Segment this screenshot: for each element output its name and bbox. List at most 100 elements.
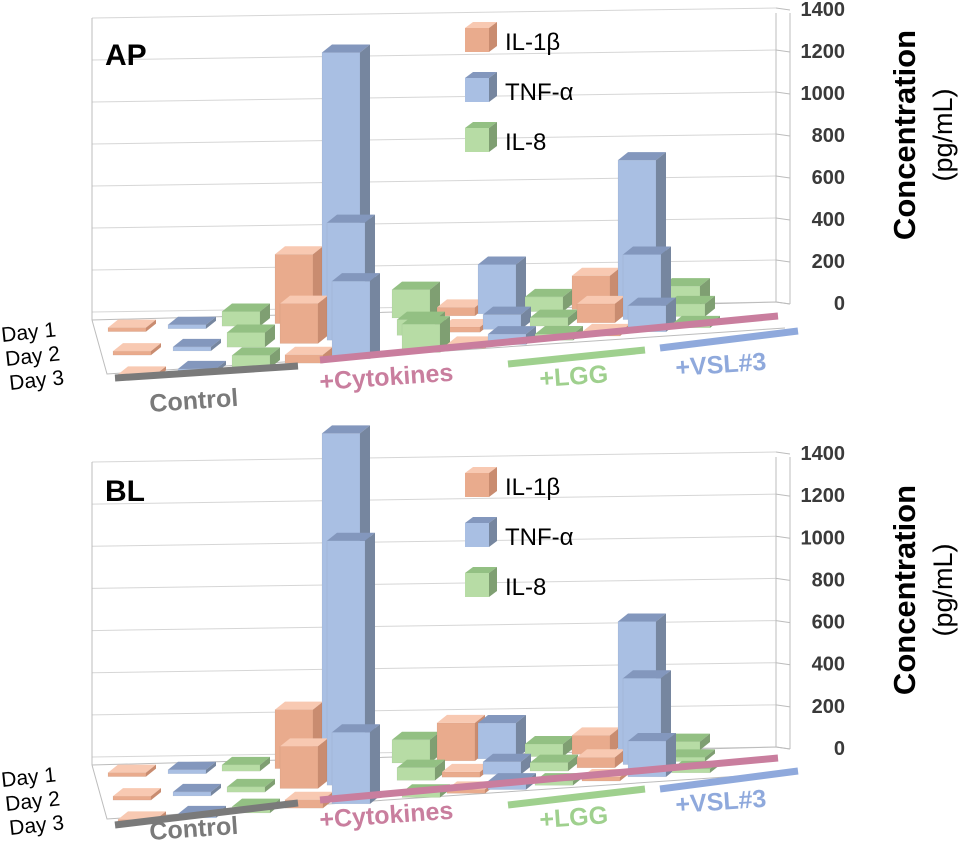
gridline — [91, 535, 777, 547]
gridline — [91, 662, 777, 674]
bar-control-il-8-day-1 — [221, 303, 270, 327]
bar-control-il-1-day-1 — [107, 764, 156, 777]
bar-control-tnf-day-1 — [167, 316, 216, 329]
tick-mark — [775, 493, 791, 497]
group-label: Control — [148, 384, 239, 418]
day-label-2: Day 2 — [4, 787, 61, 816]
tick-mark — [775, 259, 791, 263]
gridline — [91, 451, 777, 463]
legend-swatch — [465, 517, 497, 547]
tick-mark — [775, 662, 791, 666]
y-tick-label: 1000 — [801, 83, 846, 105]
gridline — [91, 577, 777, 589]
bar-cytokines-il-8-day-2 — [396, 759, 445, 781]
bar-lgg-il-1-day-1 — [436, 714, 485, 762]
y-tick-label: 0 — [834, 293, 845, 315]
tick-mark — [775, 91, 791, 95]
y-tick-label: 1400 — [801, 443, 846, 465]
group-lgg: +LGG — [507, 346, 646, 393]
y-tick-label: 600 — [812, 612, 845, 634]
group-control: Control — [114, 362, 299, 418]
bar-lgg-il-8-day-1 — [524, 735, 573, 757]
bar-lgg-tnf-day-2 — [482, 306, 531, 330]
legend: IL-1β TNF-α IL-8 — [465, 22, 574, 156]
group-underline — [319, 312, 779, 364]
group-labels: Control +Cytokines +LGG +VSL#3 — [114, 312, 799, 418]
legend-item-tnf: TNF-α — [465, 72, 574, 106]
group-underline — [114, 362, 299, 382]
y-tick-label: 1200 — [801, 41, 846, 63]
panel-ap: AP 0 200 400 600 800 1000 1200 1400 Concentrati… — [0, 0, 958, 418]
tick-mark — [775, 175, 791, 179]
legend-label: TNF-α — [505, 524, 574, 551]
y-tick-labels: 0 200 400 600 800 1000 1200 1400 — [801, 0, 846, 315]
y-tick-label: 1200 — [801, 485, 846, 507]
bar-vsl-3-il-1-day-2 — [576, 295, 625, 324]
bar-control-tnf-day-1 — [167, 761, 216, 774]
legend-swatch — [465, 72, 497, 102]
y-tick-label: 800 — [812, 125, 845, 147]
group-label: +VSL#3 — [674, 348, 767, 382]
bar-lgg-tnf-day-1 — [477, 715, 526, 760]
y-tick-label: 0 — [834, 738, 845, 760]
gridline — [91, 217, 777, 229]
legend-swatch — [465, 467, 497, 497]
group-underline — [659, 767, 799, 793]
group-underline — [659, 327, 799, 352]
gridline — [91, 175, 777, 187]
bars — [107, 44, 720, 379]
y-tick-label: 200 — [812, 251, 845, 273]
group-label: +VSL#3 — [674, 785, 767, 819]
group-vsl-3: +VSL#3 — [659, 327, 799, 382]
group-label: +LGG — [538, 801, 609, 834]
panel-title: AP — [105, 39, 147, 72]
tick-mark — [775, 49, 791, 53]
gridline — [91, 704, 777, 716]
bar-control-il-8-day-3 — [231, 347, 280, 369]
gridline — [91, 7, 777, 19]
bar-cytokines-tnf-day-3 — [331, 724, 380, 805]
tick-mark — [775, 704, 791, 708]
group-underline — [507, 346, 646, 368]
gridline — [91, 259, 777, 271]
day-label-3: Day 3 — [8, 366, 65, 395]
group-lgg: +LGG — [507, 785, 646, 834]
gridline — [91, 620, 777, 632]
floor-front-edge — [91, 319, 786, 375]
bar-control-il-1-day-2 — [112, 343, 161, 356]
legend-item-il-1: IL-1β — [465, 467, 560, 501]
y-tick-label: 200 — [812, 696, 845, 718]
legend-label: IL-1β — [505, 29, 560, 56]
y-tick-label: 800 — [812, 569, 845, 591]
legend-label: IL-1β — [505, 474, 560, 501]
day-label-1: Day 1 — [0, 318, 57, 347]
bar-control-il-8-day-2 — [226, 778, 275, 793]
group-underline — [114, 799, 299, 829]
gridline — [91, 91, 777, 103]
day-label-1: Day 1 — [0, 763, 57, 792]
bar-lgg-tnf-day-2 — [482, 753, 531, 775]
tick-mark — [775, 133, 791, 137]
y-axis-title: Concentration — [887, 485, 922, 695]
legend-item-il-8: IL-8 — [465, 122, 546, 156]
legend: IL-1β TNF-α IL-8 — [465, 467, 574, 601]
y-tick-labels: 0 200 400 600 800 1000 1200 1400 — [801, 443, 846, 760]
group-control: Control — [114, 799, 299, 846]
tick-mark — [775, 620, 791, 624]
gridline — [91, 493, 777, 505]
group-vsl-3: +VSL#3 — [659, 767, 799, 819]
panel-bl: BL 0 200 400 600 800 1000 1200 1400 Concentrati… — [0, 425, 958, 846]
bars — [107, 425, 720, 824]
legend-label: IL-8 — [505, 129, 546, 156]
bar-vsl-3-il-8-day-2 — [666, 749, 715, 762]
bar-lgg-tnf-day-1 — [477, 256, 526, 315]
legend-item-il-8: IL-8 — [465, 567, 546, 601]
bar-control-il-8-day-2 — [226, 324, 275, 348]
group-underline — [319, 754, 779, 804]
y-tick-label: 400 — [812, 654, 845, 676]
bar-lgg-il-8-day-1 — [524, 288, 573, 312]
bar-lgg-il-8-day-2 — [529, 754, 578, 772]
